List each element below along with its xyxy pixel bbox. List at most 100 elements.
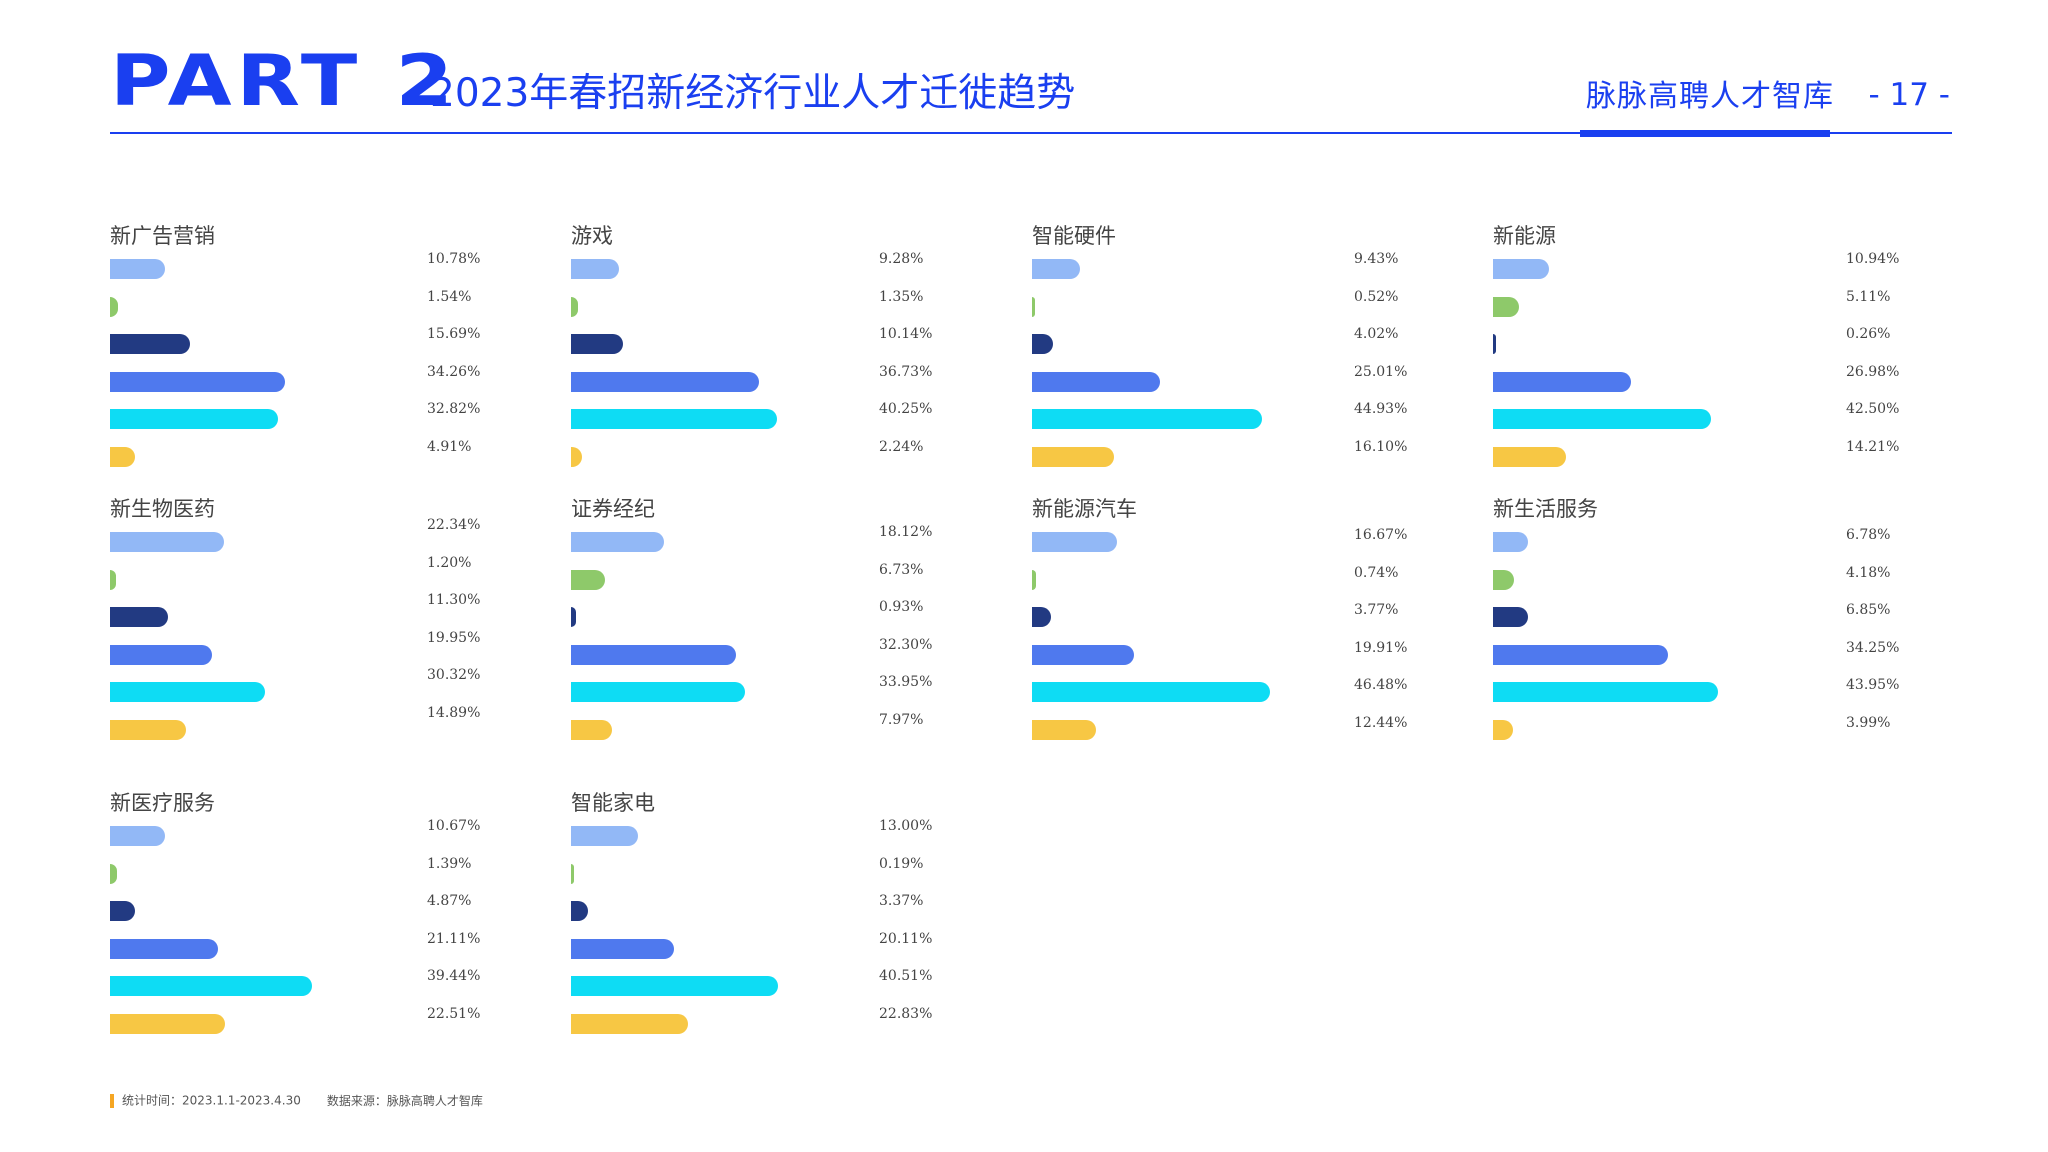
chart-title: 证券经纪 (571, 497, 655, 521)
data-label: 11.30% (427, 592, 481, 608)
data-label: 3.99% (1846, 714, 1891, 731)
data-label: 0.19% (879, 855, 924, 872)
chart-title: 新能源汽车 (1032, 497, 1137, 521)
bar (110, 532, 225, 552)
data-label: 43.95% (1846, 677, 1900, 693)
brand-underline (1580, 130, 1830, 137)
bar (1493, 409, 1711, 429)
bar (571, 719, 612, 740)
data-label: 12.44% (1354, 714, 1408, 731)
data-label: 15.69% (427, 326, 481, 342)
data-label: 21.11% (427, 930, 481, 947)
data-label: 40.25% (879, 401, 933, 417)
bar (571, 1013, 688, 1034)
data-label: 5.11% (1846, 288, 1891, 305)
bar (571, 826, 638, 846)
bar (1493, 532, 1528, 552)
data-label: 1.39% (427, 855, 472, 872)
bar (1032, 532, 1118, 552)
data-label: 14.89% (427, 704, 481, 721)
data-label: 34.26% (427, 363, 481, 380)
bar (110, 976, 312, 996)
data-label: 33.95% (879, 674, 933, 690)
data-label: 3.37% (879, 893, 924, 909)
bar (110, 371, 286, 392)
data-label: 0.93% (879, 599, 924, 615)
data-label: 16.10% (1354, 438, 1408, 455)
data-label: 26.98% (1846, 363, 1900, 380)
chart-title: 新医疗服务 (110, 791, 215, 815)
data-label: 22.34% (427, 517, 481, 533)
bar (110, 719, 187, 740)
data-label: 20.11% (879, 930, 933, 947)
bar (110, 644, 213, 665)
bar (110, 938, 219, 959)
bar (110, 826, 165, 846)
data-label: 25.01% (1354, 363, 1408, 380)
bar (110, 607, 168, 627)
data-label: 0.26% (1846, 326, 1891, 342)
bar (1032, 719, 1096, 740)
bar (571, 259, 619, 279)
data-label: 4.02% (1354, 326, 1399, 342)
data-label: 22.51% (427, 1005, 481, 1022)
bar (571, 901, 589, 921)
bar (571, 644, 737, 665)
bar (1032, 607, 1052, 627)
page-title: 2023年春招新经济行业人才迁徙趋势 (430, 71, 1076, 116)
data-label: 6.73% (879, 561, 924, 578)
bar (1493, 682, 1719, 702)
data-label: 1.54% (427, 288, 472, 305)
data-label: 19.91% (1354, 639, 1408, 656)
bar (1493, 719, 1514, 740)
data-label: 14.21% (1846, 438, 1900, 455)
data-label: 10.67% (427, 818, 481, 834)
data-label: 42.50% (1846, 401, 1900, 417)
bar (1032, 259, 1081, 279)
data-label: 3.77% (1354, 602, 1399, 618)
data-label: 22.83% (879, 1005, 933, 1022)
bar (1493, 334, 1496, 354)
data-label: 40.51% (879, 968, 933, 984)
bar (1493, 446, 1566, 467)
bar (1493, 569, 1515, 590)
data-label: 30.32% (427, 667, 481, 683)
bar (571, 334, 623, 354)
bar (571, 409, 778, 429)
data-label: 36.73% (879, 363, 933, 380)
data-label: 2.24% (879, 438, 924, 455)
bar (1032, 409, 1263, 429)
data-label: 10.78% (427, 251, 481, 267)
chart-title: 新能源 (1493, 224, 1556, 248)
data-label: 0.52% (1354, 288, 1399, 305)
bar (571, 296, 578, 317)
data-label: 4.91% (427, 438, 472, 455)
bar (571, 446, 583, 467)
footer-marker (110, 1094, 114, 1108)
data-label: 1.20% (427, 554, 472, 571)
chart-title: 智能家电 (571, 791, 655, 815)
bar (1493, 259, 1549, 279)
bar (1493, 607, 1529, 627)
data-label: 13.00% (879, 818, 933, 834)
brand-name: 脉脉高聘人才智库 (1586, 79, 1834, 114)
data-label: 16.67% (1354, 527, 1408, 543)
footer: 统计时间：2023.1.1-2023.4.30 数据来源：脉脉高聘人才智库 (110, 1094, 483, 1108)
bar (1032, 682, 1270, 702)
bar (1032, 446, 1115, 467)
bar (1493, 296, 1520, 317)
data-label: 46.48% (1354, 677, 1408, 693)
bar (571, 976, 779, 996)
bar (110, 901, 135, 921)
part-title: PART 2 (110, 40, 458, 122)
chart-title: 新生活服务 (1493, 497, 1598, 521)
bar (1493, 644, 1669, 665)
chart-title: 智能硬件 (1032, 224, 1116, 248)
data-label: 10.14% (879, 326, 933, 342)
data-label: 44.93% (1354, 401, 1408, 417)
chart-title: 新广告营销 (110, 224, 215, 248)
bar (571, 938, 674, 959)
bar (110, 446, 136, 467)
footer-period: 统计时间：2023.1.1-2023.4.30 (122, 1093, 301, 1108)
bar (1032, 296, 1035, 317)
